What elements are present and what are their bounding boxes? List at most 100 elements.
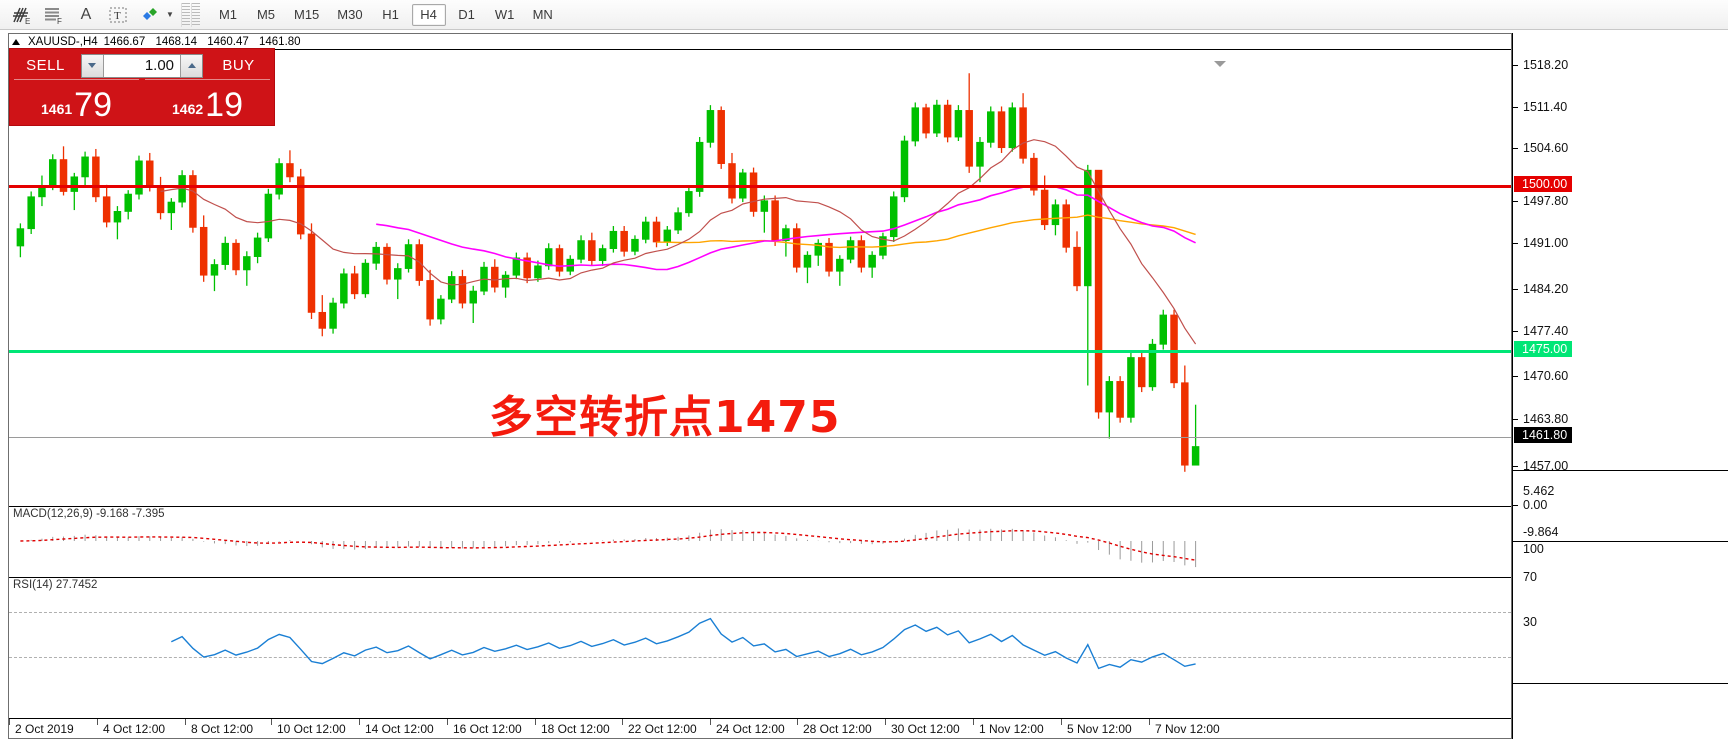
pane-separator xyxy=(1512,541,1728,542)
macd-pane[interactable]: MACD(12,26,9) -9.168 -7.395 xyxy=(9,506,1511,575)
time-label: 22 Oct 12:00 xyxy=(628,722,697,736)
time-tick xyxy=(185,719,186,725)
pane-separator xyxy=(1512,683,1728,684)
time-label: 5 Nov 12:00 xyxy=(1067,722,1132,736)
trade-panel-prices: 1461 79 1462 19 xyxy=(10,79,274,125)
chart-scroll-caret-icon[interactable] xyxy=(1214,61,1226,67)
rsi-label: RSI(14) 27.7452 xyxy=(13,579,98,591)
price-plot-area[interactable]: 多空转折点1475 xyxy=(9,50,1511,504)
rsi-level-30 xyxy=(9,657,1511,658)
macd-series xyxy=(20,528,1197,568)
price-tick: 1470.60 xyxy=(1513,369,1568,383)
price-pane[interactable]: 多空转折点1475 xyxy=(9,49,1511,504)
timeframe-mn[interactable]: MN xyxy=(532,7,553,22)
rsi-plot-area[interactable] xyxy=(9,578,1511,717)
time-tick xyxy=(271,719,272,725)
time-label: 18 Oct 12:00 xyxy=(541,722,610,736)
chart-symbol-label: XAUUSD-,H4 xyxy=(28,35,98,48)
drawing-tools-dropdown-icon[interactable]: ▼ xyxy=(166,10,174,19)
chart-titlebar: XAUUSD-,H4 1466.67 1468.14 1460.47 1461.… xyxy=(9,34,1511,49)
rsi-pane[interactable]: RSI(14) 27.7452 xyxy=(9,577,1511,717)
rsi-tick: 30 xyxy=(1523,615,1537,629)
collapse-triangle-icon[interactable] xyxy=(12,38,20,45)
timeframe-m30[interactable]: M30 xyxy=(337,7,363,22)
time-tick xyxy=(622,719,623,725)
time-tick xyxy=(1149,719,1150,725)
volume-increase-button[interactable] xyxy=(180,54,203,77)
timeframe-h1[interactable]: H1 xyxy=(382,7,399,22)
text-object-icon[interactable]: T xyxy=(102,1,134,29)
timeframe-m1[interactable]: M1 xyxy=(218,7,238,22)
price-tick: 1491.00 xyxy=(1513,236,1568,250)
timeframe-d1[interactable]: D1 xyxy=(458,7,475,22)
time-label: 14 Oct 12:00 xyxy=(365,722,434,736)
current-price-line xyxy=(9,437,1511,438)
time-tick xyxy=(973,719,974,725)
buy-price[interactable]: 1462 19 xyxy=(145,79,270,122)
price-tick: 1511.40 xyxy=(1513,100,1567,114)
volume-decrease-button[interactable] xyxy=(81,54,104,77)
price-tick: 1477.40 xyxy=(1513,324,1568,338)
time-label: 30 Oct 12:00 xyxy=(891,722,960,736)
macd-tick: 5.462 xyxy=(1523,484,1555,498)
buy-price-prefix: 1462 xyxy=(172,101,204,117)
trade-panel-top-row: SELL 1.00 BUY xyxy=(10,49,274,79)
timeframe-group: M1 M5 M15 M30 H1 H4 D1 W1 MN xyxy=(209,3,562,26)
svg-text:F: F xyxy=(57,17,62,25)
resistance-line-1500[interactable] xyxy=(9,185,1511,188)
macd-label: MACD(12,26,9) -9.168 -7.395 xyxy=(13,508,165,520)
time-axis[interactable]: 2 Oct 2019 4 Oct 12:00 8 Oct 12:00 10 Oct 1… xyxy=(9,718,1511,739)
candlestick-series xyxy=(16,73,1200,472)
support-line-1475[interactable] xyxy=(9,350,1511,353)
timeframe-m5[interactable]: M5 xyxy=(256,7,276,22)
pane-separator xyxy=(1512,470,1728,471)
macd-tick: 0.00 xyxy=(1513,498,1547,512)
drawing-tools-icon[interactable] xyxy=(134,1,166,29)
chart-window: XAUUSD-,H4 1466.67 1468.14 1460.47 1461.… xyxy=(8,33,1512,739)
toolbar: E F A T ▼ xyxy=(0,0,1728,30)
price-tick: 1497.80 xyxy=(1513,194,1568,208)
svg-text:T: T xyxy=(114,10,121,22)
timeframe-w1[interactable]: W1 xyxy=(494,7,515,22)
toolbar-divider xyxy=(181,2,190,27)
time-tick xyxy=(797,719,798,725)
time-label: 10 Oct 12:00 xyxy=(277,722,346,736)
annotation-text[interactable]: 多空转折点1475 xyxy=(489,392,841,443)
volume-input[interactable]: 1.00 xyxy=(103,54,181,77)
one-click-trading-panel[interactable]: SELL 1.00 BUY 1461 79 1462 19 xyxy=(9,48,275,126)
time-tick xyxy=(9,719,10,725)
price-tick: 1504.60 xyxy=(1513,141,1568,155)
price-scale[interactable]: 1518.20 1511.40 1504.60 1497.80 1491.00 1484.… xyxy=(1512,33,1728,739)
buy-button[interactable]: BUY xyxy=(222,56,255,74)
sell-price-pips: 79 xyxy=(74,86,112,124)
timeframe-m15[interactable]: M15 xyxy=(294,7,320,22)
sell-price[interactable]: 1461 79 xyxy=(14,79,139,122)
rsi-level-70 xyxy=(9,612,1511,613)
time-tick xyxy=(447,719,448,725)
price-tick: 1518.20 xyxy=(1513,58,1568,72)
chart-ohlc: 1466.67 1468.14 1460.47 1461.80 xyxy=(104,36,308,48)
price-tick: 1457.00 xyxy=(1513,459,1568,473)
buy-price-pips: 19 xyxy=(205,86,243,124)
price-tag-green: 1475.00 xyxy=(1514,341,1573,357)
time-label: 4 Oct 12:00 xyxy=(103,722,166,736)
time-label: 24 Oct 12:00 xyxy=(716,722,785,736)
time-label: 28 Oct 12:00 xyxy=(803,722,872,736)
macd-tick: -9.864 xyxy=(1523,525,1559,539)
sell-button[interactable]: SELL xyxy=(26,56,65,74)
ohlc-open: 1466.67 xyxy=(103,35,146,48)
time-label: 2 Oct 2019 xyxy=(15,722,74,736)
price-tick: 1484.20 xyxy=(1513,282,1568,296)
time-label: 16 Oct 12:00 xyxy=(453,722,522,736)
macd-plot-area[interactable] xyxy=(9,507,1511,575)
grid-icon[interactable]: F xyxy=(38,1,70,29)
volume-stepper[interactable]: 1.00 xyxy=(80,53,204,78)
time-tick xyxy=(359,719,360,725)
expert-advisors-icon[interactable]: E xyxy=(6,1,38,29)
rsi-tick: 70 xyxy=(1523,570,1537,584)
time-tick xyxy=(535,719,536,725)
text-label-icon[interactable]: A xyxy=(80,5,92,23)
rsi-tick: 100 xyxy=(1523,542,1544,556)
timeframe-h4[interactable]: H4 xyxy=(411,3,446,26)
